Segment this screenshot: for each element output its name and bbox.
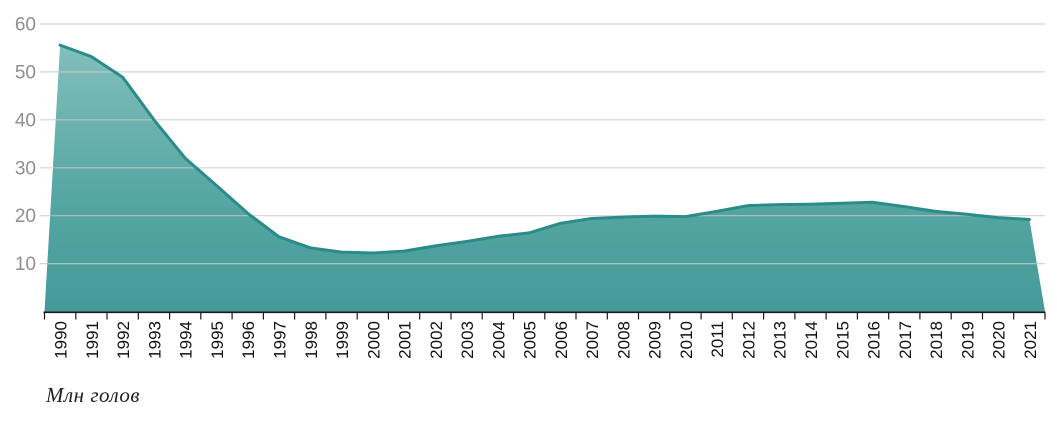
x-tick-label-1990: 1990 (52, 321, 71, 359)
x-tick-label-2000: 2000 (364, 321, 383, 359)
x-tick-label-2008: 2008 (614, 321, 633, 359)
y-tick-label-20: 20 (15, 206, 36, 227)
x-tick-label-1993: 1993 (145, 321, 164, 359)
x-tick-label-2007: 2007 (583, 321, 602, 359)
x-tick-label-1994: 1994 (177, 321, 196, 359)
x-tick-label-2016: 2016 (865, 321, 884, 359)
x-tick-label-2012: 2012 (740, 321, 759, 359)
area-fill (44, 45, 1045, 312)
x-tick-label-2005: 2005 (521, 321, 540, 359)
x-tick-label-2009: 2009 (646, 321, 665, 359)
data-line (58, 43, 1031, 255)
x-tick-label-2011: 2011 (708, 321, 727, 358)
x-tick-label-1999: 1999 (333, 321, 352, 359)
x-tick-label-2003: 2003 (458, 321, 477, 359)
x-tick-label-2017: 2017 (896, 321, 915, 359)
x-tick-label-2002: 2002 (427, 321, 446, 359)
x-tick-label-1996: 1996 (239, 321, 258, 359)
y-tick-label-40: 40 (15, 110, 36, 131)
y-tick-label-50: 50 (15, 62, 36, 83)
x-tick-label-2013: 2013 (771, 321, 790, 359)
x-tick-label-1992: 1992 (114, 321, 133, 359)
x-tick-label-2004: 2004 (489, 321, 508, 359)
x-tick-label-2014: 2014 (802, 321, 821, 359)
x-tick-label-2019: 2019 (958, 321, 977, 359)
x-tick-label-1997: 1997 (271, 321, 290, 359)
x-tick-label-2015: 2015 (833, 321, 852, 359)
y-tick-label-60: 60 (15, 15, 36, 36)
x-tick-label-2001: 2001 (396, 321, 415, 359)
y-tick-label-10: 10 (15, 254, 36, 275)
x-tick-label-2006: 2006 (552, 321, 571, 359)
y-axis-unit-caption: Млн голов (46, 383, 141, 407)
x-tick-label-1998: 1998 (302, 321, 321, 359)
x-tick-label-2021: 2021 (1021, 321, 1040, 359)
x-tick-label-2020: 2020 (990, 321, 1009, 359)
y-tick-label-30: 30 (15, 158, 36, 179)
x-tick-label-2018: 2018 (927, 321, 946, 359)
x-tick-label-2010: 2010 (677, 321, 696, 359)
x-tick-label-1995: 1995 (208, 321, 227, 359)
x-tick-label-1991: 1991 (83, 321, 102, 359)
